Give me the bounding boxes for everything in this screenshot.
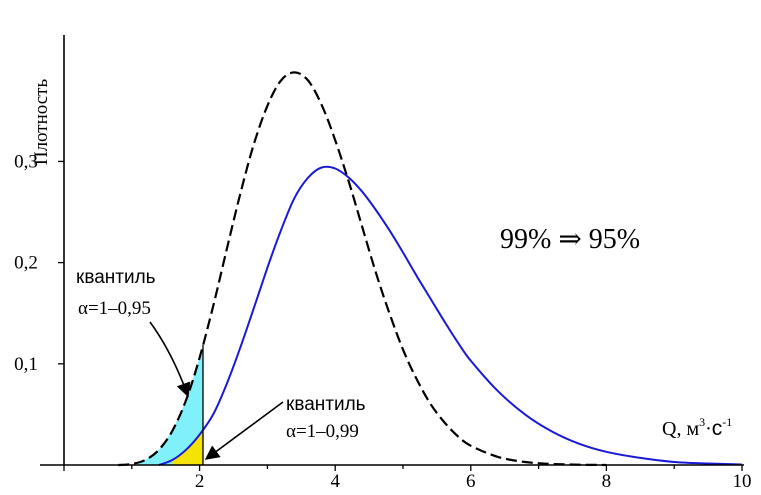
x-tick-label: 6 — [466, 471, 476, 492]
quantile-lower-label: квантиль — [286, 394, 366, 415]
percent-annotation: 99% ⇒ 95% — [500, 224, 640, 255]
x-tick-label: 8 — [602, 471, 612, 492]
x-tick-label: 4 — [330, 471, 340, 492]
density-curves — [118, 71, 743, 467]
shaded-region-2 — [172, 429, 203, 465]
y-axis-label: Плотность — [31, 79, 52, 166]
x-axis-label: Q, м3·с-1 — [662, 415, 732, 440]
y-tick-label: 0,1 — [14, 354, 38, 375]
y-ticks: 0,1 0,2 0,3 — [14, 151, 64, 375]
y-tick-label: 0,2 — [14, 253, 38, 274]
y-tick-label: 0,3 — [14, 151, 38, 172]
shaded-regions — [138, 344, 203, 465]
quantile-upper-label: квантиль — [76, 267, 156, 288]
quantile-upper-arrow — [149, 321, 191, 398]
axes — [40, 35, 744, 466]
x-tick-label: 10 — [733, 471, 752, 492]
x-ticks: 2 4 6 8 10 — [63, 465, 752, 492]
quantile-upper-alpha: α=1–0,95 — [78, 298, 151, 319]
x-tick-label: 2 — [195, 471, 205, 492]
shaded-region-1 — [138, 344, 203, 465]
quantile-lower-alpha: α=1–0,99 — [286, 421, 359, 442]
density-curve-2 — [158, 165, 743, 466]
quantile-lower-arrow — [204, 401, 284, 460]
